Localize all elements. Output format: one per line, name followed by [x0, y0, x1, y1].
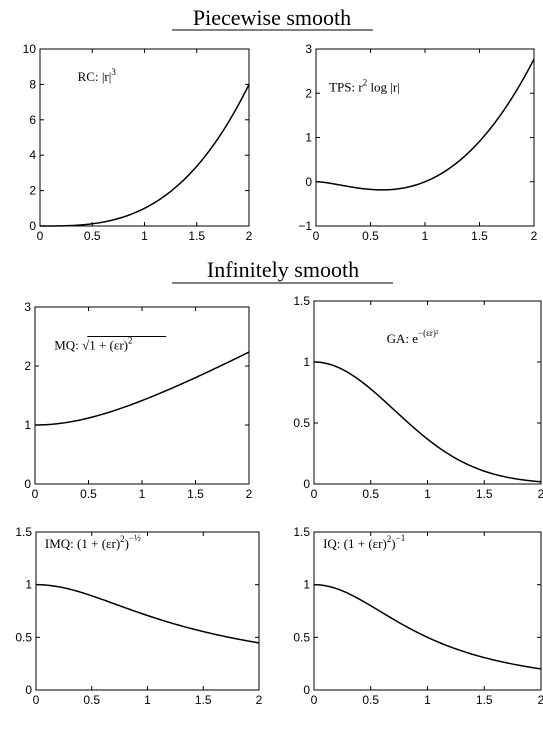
- rc-xtick-label: 1.5: [188, 229, 205, 243]
- ga-annotation: GA: e−(εr)²: [387, 328, 439, 346]
- ga-ytick-label: 1: [303, 355, 310, 369]
- ga-axes-box: [313, 300, 542, 485]
- section-title-infinite: Infinitely smooth: [207, 257, 359, 282]
- iq-annotation: IQ: (1 + (εr)2)−1: [323, 533, 405, 551]
- mq-ytick-label: 1: [24, 418, 31, 432]
- rc-xtick-label: 0: [37, 229, 44, 243]
- rc-ytick-label: 6: [29, 113, 36, 127]
- mq-ytick-label: 0: [24, 477, 31, 491]
- rc-annotation: RC: |r|3: [78, 67, 117, 84]
- imq-ytick-label: 1: [25, 578, 32, 592]
- tps-annotation: TPS: r2 log |r|: [329, 77, 400, 94]
- imq-xtick-label: 0: [33, 693, 40, 707]
- imq-xtick-label: 1.5: [195, 693, 212, 707]
- imq-axes-box: [35, 531, 260, 691]
- imq-annotation: IMQ: (1 + (εr)2)−½: [45, 533, 141, 551]
- tps-ytick-label: 1: [305, 131, 312, 145]
- imq-curve: [35, 583, 260, 644]
- ga-ytick-label: 0: [303, 477, 310, 491]
- ga-ytick-label: 1.5: [293, 294, 310, 308]
- rc-xtick-label: 1: [141, 229, 148, 243]
- ga-xtick-label: 0: [311, 487, 318, 501]
- tps-xtick-label: 2: [531, 229, 538, 243]
- tps-curve: [315, 58, 535, 191]
- tps-ytick-label: 2: [305, 86, 312, 100]
- iq-ytick-label: 0.5: [293, 630, 310, 644]
- ga-xtick-label: 1.5: [476, 487, 493, 501]
- iq-curve: [313, 583, 542, 670]
- mq-xtick-label: 1.5: [187, 487, 204, 501]
- mq-xtick-label: 0: [32, 487, 39, 501]
- imq-ytick-label: 0.5: [15, 630, 32, 644]
- mq-annotation: MQ: √1 + (εr)2: [54, 335, 132, 352]
- imq-xtick-label: 2: [256, 693, 263, 707]
- rc-xtick-label: 0.5: [84, 229, 101, 243]
- panel-ga: 0 0.5 1 1.5 2 0 0.5 1 1.5 GA: e−(εr)²: [293, 294, 543, 501]
- tps-xtick-label: 0.5: [362, 229, 379, 243]
- mq-xtick-label: 0.5: [80, 487, 97, 501]
- tps-ytick-label: 3: [305, 42, 312, 56]
- panel-rc: 0 0.5 1 1.5 2 0 2 4 6 8 10 RC: |r|3: [23, 42, 253, 243]
- tps-xtick-label: 1: [422, 229, 429, 243]
- iq-ytick-label: 1.5: [293, 525, 310, 539]
- iq-xtick-label: 1: [424, 693, 431, 707]
- iq-axes-box: [313, 531, 542, 691]
- imq-xtick-label: 1: [144, 693, 151, 707]
- ga-ytick-label: 0.5: [293, 416, 310, 430]
- rc-axes-box: [39, 48, 250, 227]
- panel-mq: 0 0.5 1 1.5 2 0 1 2 3 MQ: √1 + (εr)2: [24, 300, 252, 501]
- panel-iq: 0 0.5 1 1.5 2 0 0.5 1 1.5 IQ: (1 + (εr)2)−1: [293, 525, 543, 707]
- ga-xtick-label: 0.5: [362, 487, 379, 501]
- mq-ytick-label: 2: [24, 359, 31, 373]
- rc-ytick-label: 0: [29, 219, 36, 233]
- mq-axes-box: [34, 306, 250, 485]
- rc-curve: [40, 84, 250, 227]
- panel-imq: 0 0.5 1 1.5 2 0 0.5 1 1.5 IMQ: (1 + (εr)2)−½: [15, 525, 262, 707]
- imq-xtick-label: 0.5: [83, 693, 100, 707]
- ga-xtick-label: 1: [424, 487, 431, 501]
- tps-ytick-label: 0: [305, 175, 312, 189]
- rc-ytick-label: 4: [29, 148, 36, 162]
- iq-ytick-label: 1: [303, 578, 310, 592]
- mq-xtick-label: 2: [246, 487, 253, 501]
- imq-ytick-label: 0: [25, 683, 32, 697]
- mq-curve: [34, 351, 250, 426]
- rc-ytick-label: 2: [29, 184, 36, 198]
- iq-ytick-label: 0: [303, 683, 310, 697]
- iq-xtick-label: 0: [311, 693, 318, 707]
- rc-ytick-label: 10: [23, 42, 37, 56]
- imq-ytick-label: 1.5: [15, 525, 32, 539]
- iq-xtick-label: 0.5: [362, 693, 379, 707]
- tps-xtick-label: 0: [313, 229, 320, 243]
- rc-xtick-label: 2: [246, 229, 253, 243]
- section-title-piecewise: Piecewise smooth: [193, 5, 351, 30]
- iq-xtick-label: 1.5: [476, 693, 493, 707]
- ga-curve: [313, 361, 542, 483]
- ga-xtick-label: 2: [538, 487, 543, 501]
- iq-xtick-label: 2: [538, 693, 543, 707]
- tps-xtick-label: 1.5: [471, 229, 488, 243]
- tps-ytick-label: −1: [298, 219, 312, 233]
- mq-ytick-label: 3: [24, 300, 31, 314]
- tps-axes-box: [315, 48, 535, 227]
- rc-ytick-label: 8: [29, 77, 36, 91]
- mq-xtick-label: 1: [139, 487, 146, 501]
